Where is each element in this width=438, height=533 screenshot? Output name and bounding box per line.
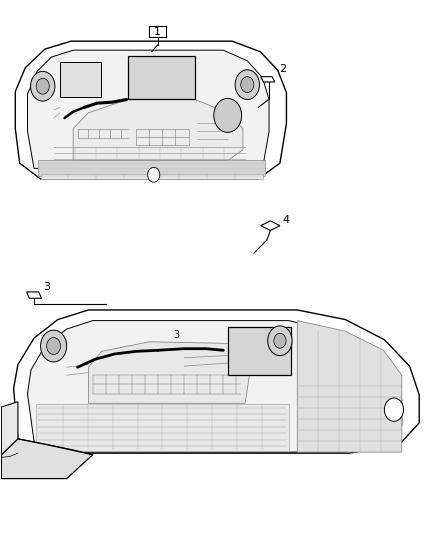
- Bar: [228, 327, 291, 375]
- Bar: [41, 174, 262, 179]
- Polygon shape: [14, 310, 419, 453]
- Circle shape: [214, 99, 242, 132]
- Circle shape: [41, 330, 67, 362]
- Text: 3: 3: [173, 330, 180, 341]
- Circle shape: [268, 326, 292, 356]
- Circle shape: [47, 337, 60, 354]
- Text: 2: 2: [279, 64, 286, 74]
- Polygon shape: [1, 402, 18, 455]
- Text: 4: 4: [282, 215, 289, 225]
- Polygon shape: [15, 41, 286, 179]
- Bar: [149, 26, 166, 37]
- Polygon shape: [261, 77, 275, 82]
- Circle shape: [235, 70, 259, 100]
- Bar: [60, 62, 102, 97]
- Polygon shape: [297, 320, 402, 452]
- Circle shape: [241, 77, 254, 93]
- Circle shape: [31, 71, 55, 101]
- Polygon shape: [27, 292, 42, 298]
- Polygon shape: [1, 439, 93, 479]
- Polygon shape: [36, 405, 289, 451]
- Text: 1: 1: [154, 27, 161, 37]
- Polygon shape: [73, 100, 243, 160]
- Bar: [127, 56, 195, 100]
- Circle shape: [385, 398, 403, 421]
- Circle shape: [274, 333, 286, 348]
- Polygon shape: [88, 342, 250, 403]
- Polygon shape: [28, 50, 269, 168]
- Polygon shape: [261, 221, 280, 230]
- Circle shape: [148, 167, 160, 182]
- Circle shape: [36, 78, 49, 94]
- Bar: [39, 160, 265, 176]
- Polygon shape: [28, 320, 402, 452]
- Text: 3: 3: [43, 281, 50, 292]
